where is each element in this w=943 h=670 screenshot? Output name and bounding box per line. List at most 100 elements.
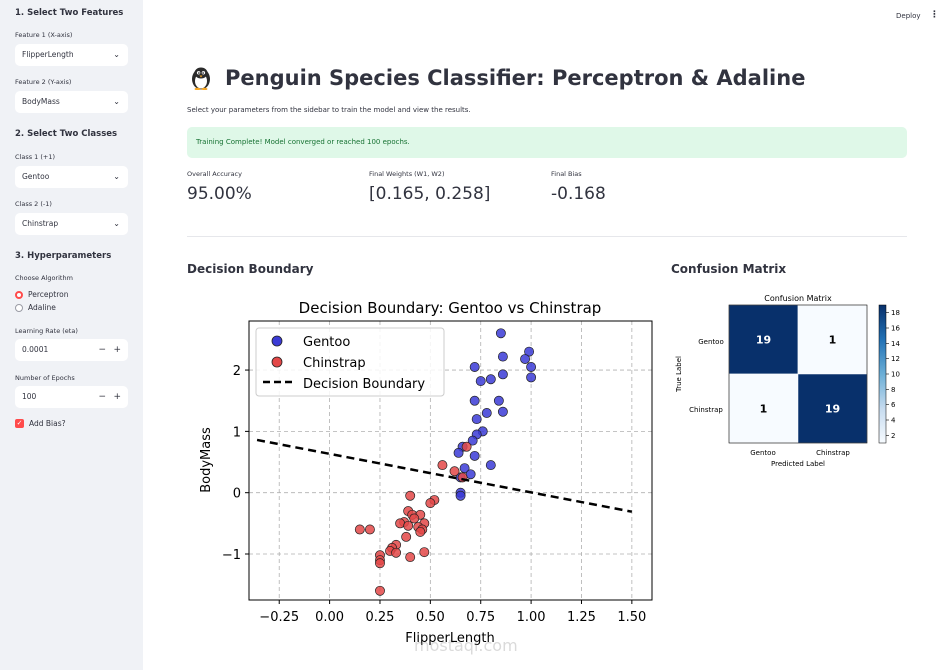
- cm-frame: [728, 304, 868, 444]
- legend-box: [255, 327, 445, 397]
- chevron-down-icon: ⌄: [113, 50, 120, 59]
- kebab-icon[interactable]: ⋮: [930, 10, 939, 20]
- cm-colorbar-tick-label: 16: [891, 325, 900, 333]
- cm-colorbar: [878, 304, 887, 444]
- plot-frame: [248, 320, 653, 601]
- metric-bias-value: -0.168: [551, 184, 606, 204]
- legend: Gentoo Chinstrap Decision Boundary: [255, 327, 445, 397]
- point-chinstrap: [401, 531, 412, 542]
- cm-colorbar-tick-label: 10: [891, 371, 900, 379]
- page-title-row: Penguin Species Classifier: Perceptron &…: [190, 66, 805, 90]
- algorithm-label: Choose Algorithm: [15, 274, 73, 282]
- cm-title: Confusion Matrix: [764, 294, 832, 303]
- legend-marker-chinstrap: [271, 356, 283, 368]
- radio-selected-icon: [15, 290, 23, 299]
- increment-button[interactable]: +: [113, 392, 121, 402]
- point-gentoo: [467, 435, 478, 446]
- feature1-label: Feature 1 (X-axis): [15, 31, 73, 39]
- penguin-icon: [192, 67, 210, 90]
- section-features-heading: 1. Select Two Features: [15, 8, 124, 18]
- chevron-down-icon: ⌄: [113, 97, 120, 106]
- cm-colorbar-tick-label: 14: [891, 340, 900, 348]
- feature2-select[interactable]: BodyMass ⌄: [15, 91, 128, 113]
- x-tick-label: 1.25: [567, 610, 596, 625]
- deploy-button[interactable]: Deploy: [896, 12, 921, 20]
- feature2-label: Feature 2 (Y-axis): [15, 78, 72, 86]
- increment-button[interactable]: +: [113, 345, 121, 355]
- point-gentoo: [481, 408, 492, 418]
- cm-colorbar-tick-label: 2: [891, 432, 895, 440]
- cm-cells: 19 1 1 19: [728, 304, 868, 444]
- metric-bias-label: Final Bias: [551, 170, 582, 178]
- point-chinstrap: [405, 490, 416, 501]
- point-gentoo: [497, 406, 508, 417]
- decrement-button[interactable]: −: [98, 392, 106, 402]
- cm-cell-value: 19: [825, 403, 840, 416]
- cm-colorbar-tick-label: 18: [891, 309, 900, 317]
- radio-perceptron[interactable]: Perceptron: [15, 290, 69, 299]
- y-axis-label: BodyMass: [199, 427, 214, 493]
- legend-label-boundary: Decision Boundary: [303, 377, 425, 392]
- decision-boundary-chart: −0.25 0.00 0.25 0.50 0.75 1.00 1.25 1.50 −1 0 1 2 D…: [199, 299, 653, 646]
- cm-colorbar-tick-label: 8: [891, 386, 895, 394]
- learning-rate-input[interactable]: 0.0001 − +: [15, 339, 128, 361]
- point-chinstrap: [405, 552, 416, 563]
- point-chinstrap: [419, 547, 430, 558]
- cm-cell-value: 1: [760, 403, 768, 416]
- point-chinstrap: [391, 547, 402, 558]
- point-gentoo: [459, 463, 470, 474]
- x-tick-label: −0.25: [259, 610, 299, 625]
- cm-xtick-gentoo: Gentoo: [750, 449, 775, 457]
- x-tick-label: 0.25: [365, 610, 394, 625]
- metric-accuracy-label: Overall Accuracy: [187, 170, 242, 178]
- epochs-input[interactable]: 100 − +: [15, 386, 128, 408]
- cm-cell-value: 19: [756, 334, 771, 347]
- class2-label: Class 2 (-1): [15, 200, 52, 208]
- feature2-value: BodyMass: [22, 97, 60, 106]
- cm-colorbar-tick-label: 6: [891, 401, 896, 409]
- radio-adaline-label: Adaline: [28, 303, 56, 312]
- epochs-label: Number of Epochs: [15, 374, 75, 382]
- page-title: Penguin Species Classifier: Perceptron &…: [225, 66, 806, 90]
- point-chinstrap: [449, 466, 460, 477]
- confusion-matrix-heading: Confusion Matrix: [671, 262, 787, 276]
- point-chinstrap: [409, 513, 420, 524]
- radio-adaline[interactable]: Adaline: [15, 303, 56, 312]
- boundary-line: [256, 438, 633, 513]
- x-axis-label: FlipperLength: [405, 631, 494, 646]
- class1-label: Class 1 (+1): [15, 153, 56, 161]
- point-gentoo: [469, 362, 480, 372]
- decrement-button[interactable]: −: [98, 345, 106, 355]
- page-subtitle: Select your parameters from the sidebar …: [187, 106, 471, 114]
- y-tick-label: −1: [222, 548, 241, 563]
- success-alert: Training Complete! Model converged or re…: [187, 127, 907, 158]
- learning-rate-value: 0.0001: [22, 345, 49, 354]
- metric-accuracy-value: 95.00%: [187, 184, 252, 204]
- cm-cell: [797, 304, 868, 375]
- class1-select[interactable]: Gentoo ⌄: [15, 166, 128, 188]
- feature1-select[interactable]: FlipperLength ⌄: [15, 44, 128, 66]
- point-chinstrap: [354, 524, 365, 535]
- radio-perceptron-label: Perceptron: [28, 290, 69, 299]
- section-classes-heading: 2. Select Two Classes: [15, 129, 118, 139]
- point-chinstrap: [425, 498, 436, 509]
- legend-label-gentoo: Gentoo: [303, 335, 350, 350]
- point-gentoo: [453, 447, 464, 458]
- data-points: [354, 328, 537, 596]
- cm-xtick-chinstrap: Chinstrap: [816, 449, 850, 457]
- confusion-matrix-chart: Confusion Matrix 19 1 1 19 Gentoo Chinstrap…: [675, 294, 900, 468]
- class2-select[interactable]: Chinstrap ⌄: [15, 213, 128, 235]
- point-chinstrap: [375, 558, 385, 569]
- point-gentoo: [469, 395, 480, 406]
- point-chinstrap: [375, 585, 385, 596]
- point-chinstrap: [415, 526, 426, 537]
- cm-cell-value: 1: [829, 334, 837, 347]
- cm-colorbar-tick-label: 4: [891, 417, 896, 425]
- class1-value: Gentoo: [22, 172, 50, 181]
- point-gentoo: [475, 376, 486, 387]
- cm-ylabel: True Label: [675, 356, 683, 393]
- add-bias-checkbox[interactable]: ✓ Add Bias?: [15, 419, 66, 428]
- decision-boundary-line: [256, 438, 633, 513]
- y-tick-label: 2: [233, 364, 241, 379]
